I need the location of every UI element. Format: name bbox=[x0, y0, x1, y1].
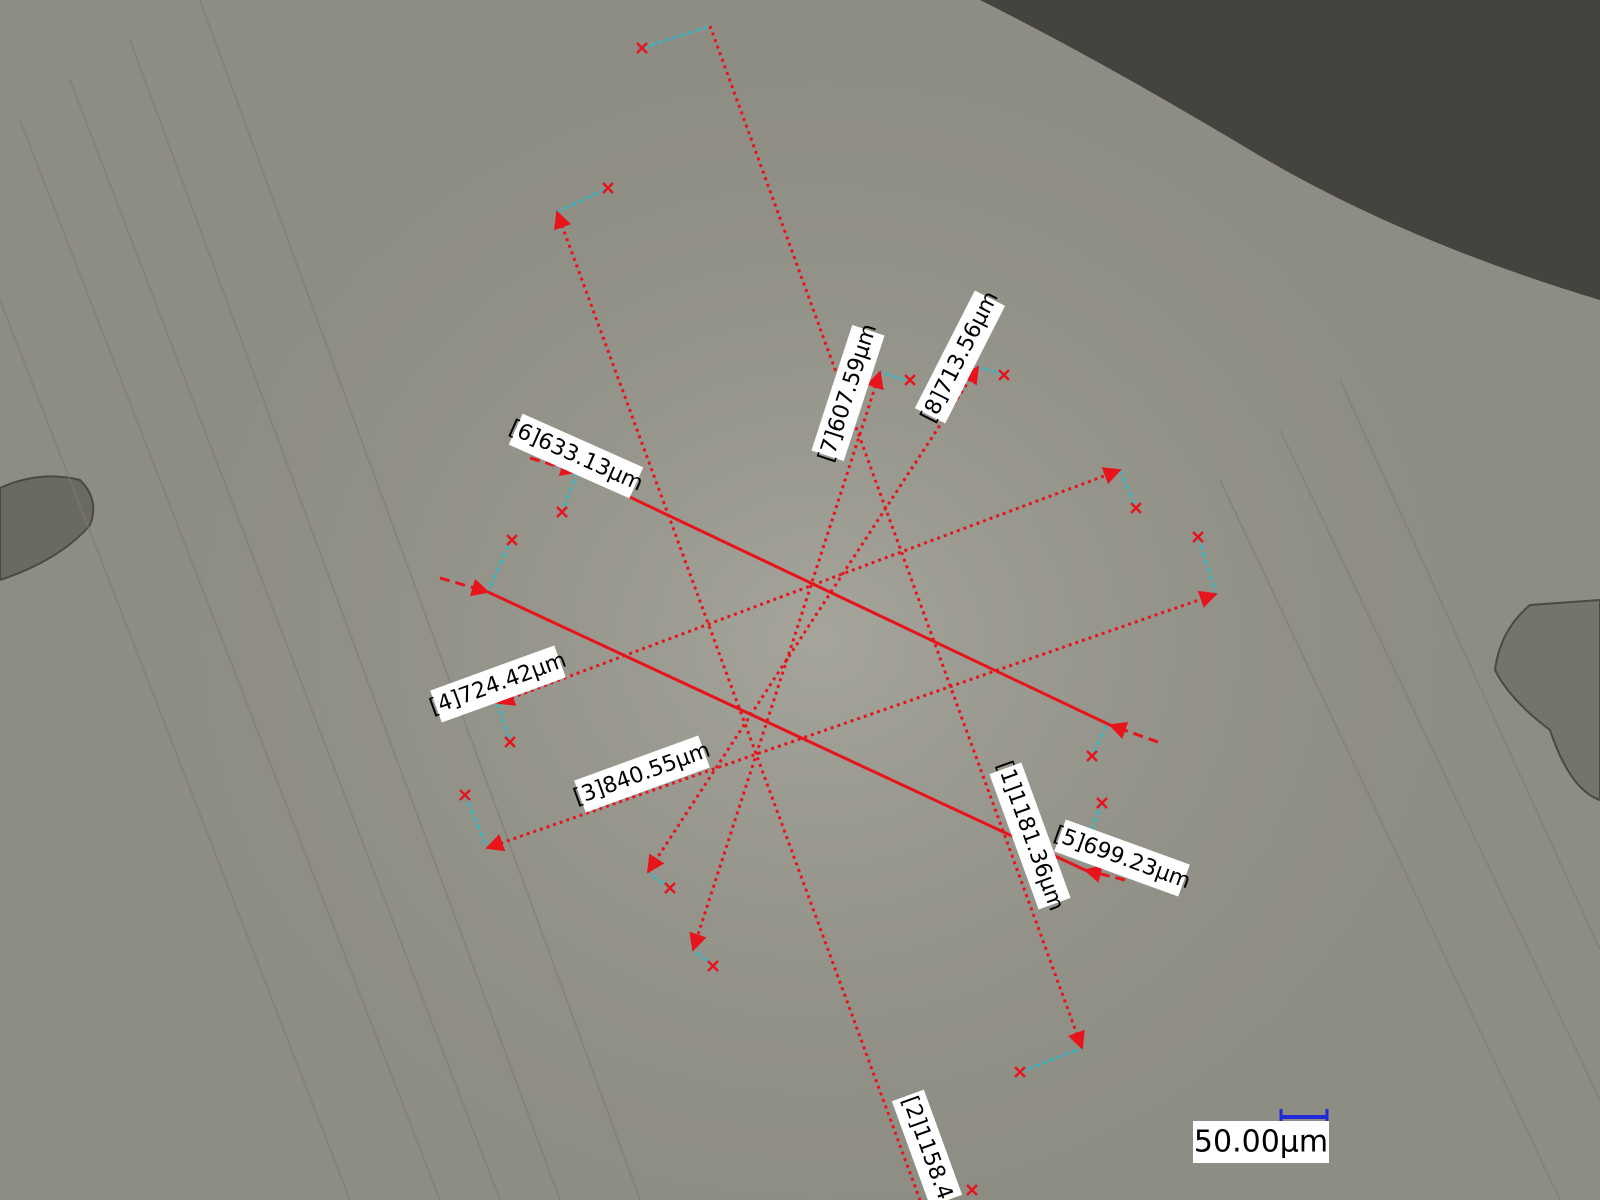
endpoint-markers bbox=[459, 42, 1204, 1196]
scale-bar-label: 50.00μm bbox=[1194, 1125, 1328, 1160]
endpoint-marker bbox=[664, 882, 676, 894]
measure-line-4 bbox=[496, 467, 1122, 706]
endpoint-marker bbox=[1086, 750, 1098, 762]
measure-line-6 bbox=[576, 470, 1111, 727]
measure-line-8 bbox=[646, 365, 980, 874]
endpoint-marker bbox=[1192, 531, 1204, 543]
crystal-glow bbox=[200, 80, 1440, 1200]
dark-corner bbox=[980, 0, 1600, 300]
endpoint-marker bbox=[636, 42, 648, 54]
endpoint-marker bbox=[602, 182, 614, 194]
measure-line-5 bbox=[487, 590, 1086, 872]
right-particle bbox=[1493, 598, 1600, 802]
endpoint-marker bbox=[904, 374, 916, 386]
endpoint-marker bbox=[1014, 1066, 1026, 1078]
endpoint-marker bbox=[556, 506, 568, 518]
endpoint-marker bbox=[506, 534, 518, 546]
endpoint-marker bbox=[998, 369, 1010, 381]
endpoint-marker bbox=[459, 789, 471, 801]
endpoint-marker bbox=[707, 960, 719, 972]
solid-measure-lines bbox=[487, 470, 1111, 872]
left-particle bbox=[0, 475, 95, 582]
endpoint-marker bbox=[966, 1184, 978, 1196]
dotted-measure-lines bbox=[485, 25, 1218, 1200]
endpoint-marker bbox=[1096, 797, 1108, 809]
endpoint-marker bbox=[504, 736, 516, 748]
endpoint-marker bbox=[1130, 502, 1142, 514]
scale-bar: 50.00μm bbox=[1193, 1109, 1329, 1163]
